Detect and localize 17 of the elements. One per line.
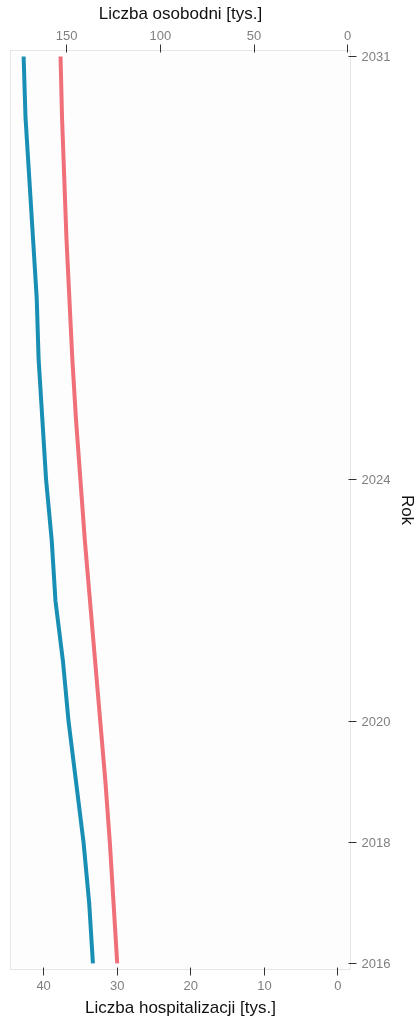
y-axis-title: Rok: [398, 494, 418, 526]
y-tick-label: 2018: [361, 835, 391, 851]
x-tick-label: 30: [109, 977, 125, 993]
x2-tick-label: 150: [55, 27, 78, 43]
y-tick-label: 2020: [361, 714, 391, 730]
y-tick-label: 2016: [361, 955, 391, 971]
x-tick-label: 0: [334, 977, 342, 993]
x-tick-label: 10: [257, 977, 272, 993]
x2-tick-label: 100: [149, 27, 172, 43]
x2-tick-label: 50: [246, 27, 262, 43]
y-tick-label: 2024: [361, 472, 391, 488]
y-tick-label: 2031: [361, 49, 391, 65]
x2-tick-label: 0: [344, 27, 352, 43]
x-tick-label: 40: [36, 977, 51, 993]
x-axis-title: Liczba hospitalizacji [tys.]: [85, 997, 276, 1017]
x-tick-label: 20: [183, 977, 199, 993]
x2-axis-title: Liczba osobodni [tys.]: [98, 3, 263, 23]
